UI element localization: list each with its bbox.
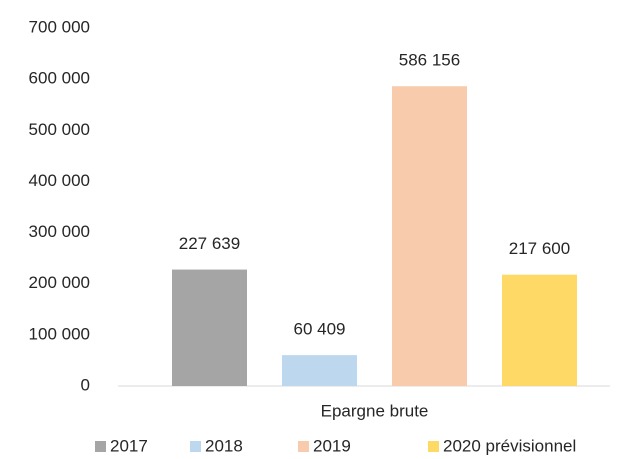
- x-tick-label: Epargne brute: [321, 401, 429, 420]
- legend-swatch: [95, 441, 106, 452]
- y-tick-label: 100 000: [29, 324, 90, 343]
- legend-swatch: [428, 441, 439, 452]
- data-label: 586 156: [399, 51, 460, 70]
- y-tick-label: 700 000: [29, 17, 90, 36]
- legend-swatch: [190, 441, 201, 452]
- data-label: 60 409: [294, 320, 346, 339]
- bar: [392, 86, 467, 386]
- legend-label: 2019: [313, 436, 351, 455]
- y-tick-label: 300 000: [29, 222, 90, 241]
- legend-label: 2017: [110, 436, 148, 455]
- y-tick-label: 400 000: [29, 171, 90, 190]
- y-tick-label: 0: [81, 375, 90, 394]
- legend-swatch: [298, 441, 309, 452]
- bar: [172, 269, 247, 386]
- y-tick-label: 600 000: [29, 69, 90, 88]
- data-label: 217 600: [509, 239, 570, 258]
- data-label: 227 639: [179, 234, 240, 253]
- bar: [502, 274, 577, 386]
- legend-label: 2018: [205, 436, 243, 455]
- y-tick-label: 500 000: [29, 120, 90, 139]
- legend-label: 2020 prévisionnel: [443, 436, 576, 455]
- bar: [282, 355, 357, 386]
- y-tick-label: 200 000: [29, 273, 90, 292]
